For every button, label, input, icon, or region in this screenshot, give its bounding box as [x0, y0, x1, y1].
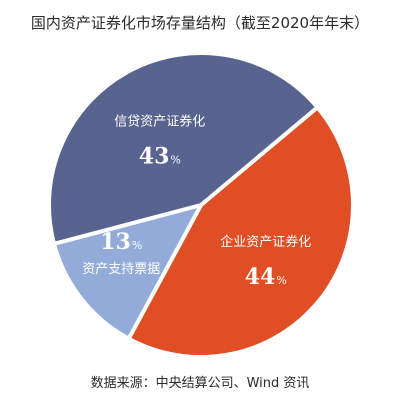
slice-abn-value-label: 13% [100, 229, 142, 255]
pie-labels: 企业资产证券化 44% 13% 资产支持票据 信贷资产证券化 43% [82, 114, 311, 290]
slice-enterprise-abs-value-label: 44% [245, 264, 287, 290]
data-source-note: 数据来源：中央结算公司、Wind 资讯 [90, 376, 310, 391]
slice-credit-abs-value-label: 43% [139, 144, 181, 170]
slice-abn [52, 203, 203, 341]
slice-enterprise-abs [126, 105, 355, 359]
pie-slices [47, 51, 355, 359]
slice-credit-abs [47, 51, 320, 246]
chart-title: 国内资产证券化市场存量结构（截至2020年年末） [30, 14, 370, 32]
slice-abn-name-label: 资产支持票据 [82, 262, 160, 277]
slice-enterprise-abs-name-label: 企业资产证券化 [220, 234, 311, 250]
slice-credit-abs-name-label: 信贷资产证券化 [114, 114, 205, 130]
